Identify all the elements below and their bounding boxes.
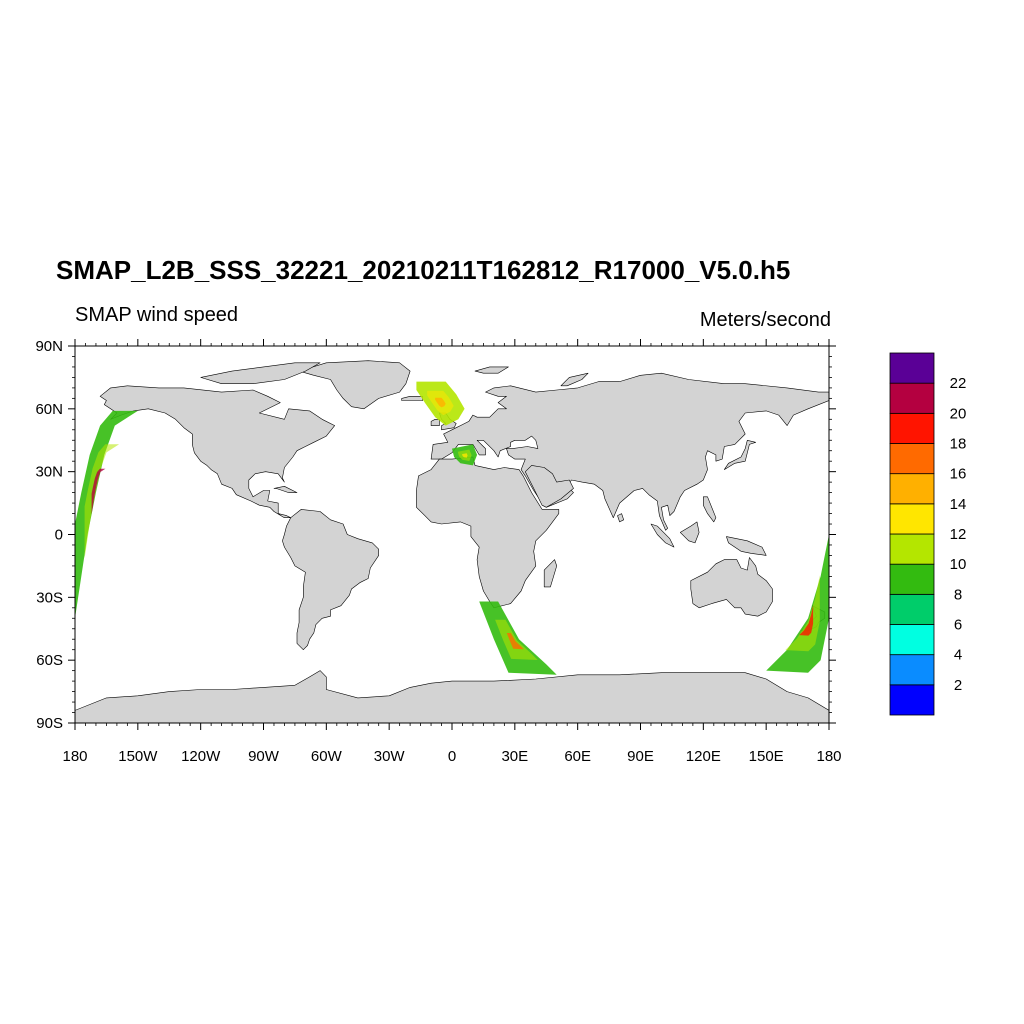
lon-tick-label: 120E [686, 748, 721, 765]
colorbar-swatch [889, 382, 935, 414]
swath-south-atlantic-swath [479, 601, 557, 675]
land-svalbard [474, 366, 509, 374]
land-greenland [298, 360, 411, 410]
swath-peak [462, 453, 468, 458]
lat-tick-label: 30N [35, 464, 63, 481]
lon-tick-label: 90E [627, 748, 654, 765]
land-arabia [524, 465, 574, 508]
colorbar-swatch [889, 352, 935, 384]
swath-peak [435, 397, 446, 408]
colorbar-swatch [889, 412, 935, 444]
map-axes: 90N 60N 30N 0 30S 60S 90S 180 150W 120W 90W 60W 30W 0… [35, 338, 841, 765]
wind-speed-swaths [75, 381, 829, 675]
colorbar-label: 14 [950, 496, 967, 513]
land-eurasia [430, 372, 829, 531]
swath-peak [91, 468, 106, 515]
land-africa [416, 456, 560, 609]
lon-tick-label: 60W [311, 748, 343, 765]
lon-tick-label: 150E [749, 748, 784, 765]
land-arctic-islands [200, 362, 321, 385]
colorbar-label: 20 [950, 405, 967, 422]
swath-pacific-west-swath [75, 410, 138, 619]
lon-tick-label: 90W [248, 748, 280, 765]
land-australia [690, 557, 773, 617]
colorbar-swatch [889, 684, 935, 716]
lon-tick-label: 0 [448, 748, 456, 765]
land-philippines [702, 496, 717, 523]
swath-peak [799, 605, 814, 636]
colorbar-label: 8 [954, 586, 962, 603]
lat-tick-label: 60S [36, 652, 63, 669]
plot-title: SMAP_L2B_SSS_32221_20210211T162812_R1700… [56, 255, 791, 285]
colorbar-label: 16 [950, 466, 967, 483]
lon-tick-label: 60E [564, 748, 591, 765]
colorbar-swatch [889, 533, 935, 565]
colorbar-label: 12 [950, 526, 967, 543]
lat-tick-label: 90S [36, 715, 63, 732]
land-layer [75, 360, 829, 723]
colorbar: 2 4 6 8 10 12 14 16 18 20 22 [889, 352, 967, 716]
land-cuba [273, 485, 298, 493]
land-new-guinea [726, 536, 767, 556]
land-iceland [401, 395, 424, 401]
colorbar-label: 18 [950, 436, 967, 453]
swath-inner [84, 444, 120, 559]
land-south-america [282, 509, 380, 651]
colorbar-label: 22 [950, 375, 967, 392]
land-sumatra [650, 523, 675, 548]
colorbar-label: 4 [954, 647, 962, 664]
lat-tick-label: 30S [36, 589, 63, 606]
lon-tick-label: 180 [816, 748, 841, 765]
colorbar-swatch [889, 593, 935, 625]
swath-southwest-pacific-swath [766, 534, 829, 673]
lat-tick-label: 60N [35, 401, 63, 418]
colorbar-label: 10 [950, 556, 967, 573]
lat-tick-label: 90N [35, 338, 63, 355]
land-borneo [679, 521, 700, 544]
land-antarctica [75, 670, 829, 723]
land-north-america [99, 385, 336, 519]
lon-tick-label: 30E [501, 748, 528, 765]
colorbar-swatch [889, 624, 935, 656]
land-novaya-zemlya [560, 372, 589, 387]
swath-body [75, 410, 138, 619]
lon-tick-label: 150W [118, 748, 158, 765]
variable-subtitle: SMAP wind speed [75, 304, 239, 326]
land-japan [723, 439, 757, 470]
colorbar-label: 6 [954, 617, 962, 634]
lon-tick-label: 120W [181, 748, 221, 765]
colorbar-swatch [889, 473, 935, 505]
lon-tick-label: 180 [62, 748, 87, 765]
swath-mediterranean-swath [452, 444, 478, 466]
units-subtitle: Meters/second [699, 309, 831, 331]
land-ireland [430, 418, 440, 426]
colorbar-swatch [889, 503, 935, 535]
land-madagascar [543, 559, 558, 588]
swath-north-atlantic-swath [416, 381, 465, 426]
swath-peak [506, 633, 524, 650]
colorbar-swatch [889, 563, 935, 595]
colorbar-swatch [889, 654, 935, 686]
swath-inner [495, 619, 538, 660]
lat-tick-label: 0 [55, 527, 63, 544]
lon-tick-label: 30W [374, 748, 406, 765]
colorbar-swatch [889, 443, 935, 475]
land-sri-lanka [617, 513, 625, 523]
colorbar-label: 2 [954, 677, 962, 694]
